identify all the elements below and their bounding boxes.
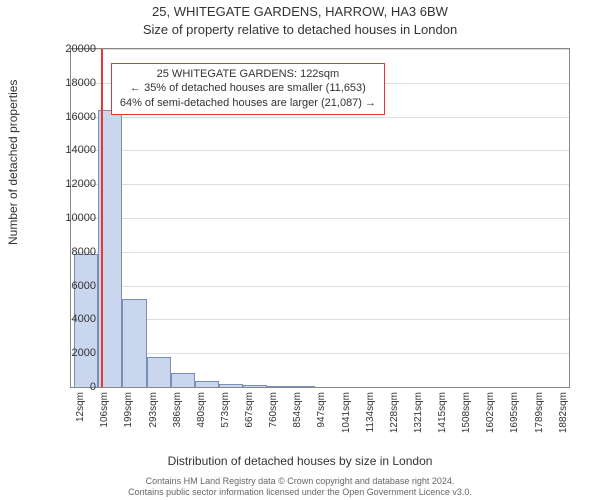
y-tick-label: 18000	[36, 77, 96, 89]
y-tick-label: 12000	[36, 178, 96, 190]
x-tick-label: 854sqm	[292, 392, 303, 442]
x-tick-label: 12sqm	[75, 392, 86, 442]
x-tick-label: 1695sqm	[509, 392, 520, 442]
histogram-bar	[291, 386, 315, 387]
y-tick-label: 20000	[36, 43, 96, 55]
gridline	[71, 150, 569, 151]
x-tick-label: 293sqm	[148, 392, 159, 442]
gridline	[71, 117, 569, 118]
x-tick-label: 1041sqm	[341, 392, 352, 442]
footer-line2: Contains public sector information licen…	[0, 487, 600, 498]
y-axis-label: Number of detached properties	[6, 80, 20, 245]
histogram-bar	[122, 299, 146, 387]
x-tick-label: 199sqm	[123, 392, 134, 442]
x-tick-label: 1134sqm	[365, 392, 376, 442]
x-tick-label: 106sqm	[99, 392, 110, 442]
x-tick-label: 1321sqm	[413, 392, 424, 442]
y-tick-label: 6000	[36, 280, 96, 292]
x-tick-label: 1508sqm	[461, 392, 472, 442]
footer-line1: Contains HM Land Registry data © Crown c…	[0, 476, 600, 487]
x-tick-label: 573sqm	[220, 392, 231, 442]
x-tick-label: 1789sqm	[534, 392, 545, 442]
x-tick-label: 480sqm	[196, 392, 207, 442]
y-tick-label: 10000	[36, 212, 96, 224]
histogram-bar	[195, 381, 219, 387]
x-tick-label: 947sqm	[316, 392, 327, 442]
histogram-bar	[267, 386, 291, 387]
x-axis-label: Distribution of detached houses by size …	[0, 454, 600, 468]
annotation-line2: ← 35% of detached houses are smaller (11…	[120, 81, 376, 96]
gridline	[71, 286, 569, 287]
y-tick-label: 4000	[36, 313, 96, 325]
property-marker-line	[101, 49, 103, 387]
annotation-line1: 25 WHITEGATE GARDENS: 122sqm	[120, 67, 376, 82]
plot-area: 25 WHITEGATE GARDENS: 122sqm ← 35% of de…	[70, 48, 570, 388]
x-tick-label: 386sqm	[172, 392, 183, 442]
y-tick-label: 8000	[36, 246, 96, 258]
x-tick-label: 1882sqm	[558, 392, 569, 442]
y-tick-label: 0	[36, 381, 96, 393]
y-tick-label: 14000	[36, 144, 96, 156]
gridline	[71, 49, 569, 50]
x-tick-label: 760sqm	[268, 392, 279, 442]
y-tick-label: 2000	[36, 347, 96, 359]
annotation-box: 25 WHITEGATE GARDENS: 122sqm ← 35% of de…	[111, 63, 385, 116]
annotation-line3: 64% of semi-detached houses are larger (…	[120, 96, 376, 111]
histogram-bar	[171, 373, 195, 387]
gridline	[71, 184, 569, 185]
chart-title-line1: 25, WHITEGATE GARDENS, HARROW, HA3 6BW	[0, 4, 600, 19]
y-tick-label: 16000	[36, 111, 96, 123]
x-tick-label: 1415sqm	[437, 392, 448, 442]
histogram-bar	[147, 357, 171, 387]
property-size-histogram: 25, WHITEGATE GARDENS, HARROW, HA3 6BW S…	[0, 0, 600, 500]
histogram-bar	[219, 384, 243, 387]
gridline	[71, 252, 569, 253]
histogram-bar	[243, 385, 267, 387]
footer-attribution: Contains HM Land Registry data © Crown c…	[0, 476, 600, 499]
chart-title-line2: Size of property relative to detached ho…	[0, 22, 600, 37]
x-tick-label: 667sqm	[244, 392, 255, 442]
gridline	[71, 218, 569, 219]
x-tick-label: 1602sqm	[485, 392, 496, 442]
x-tick-label: 1228sqm	[389, 392, 400, 442]
